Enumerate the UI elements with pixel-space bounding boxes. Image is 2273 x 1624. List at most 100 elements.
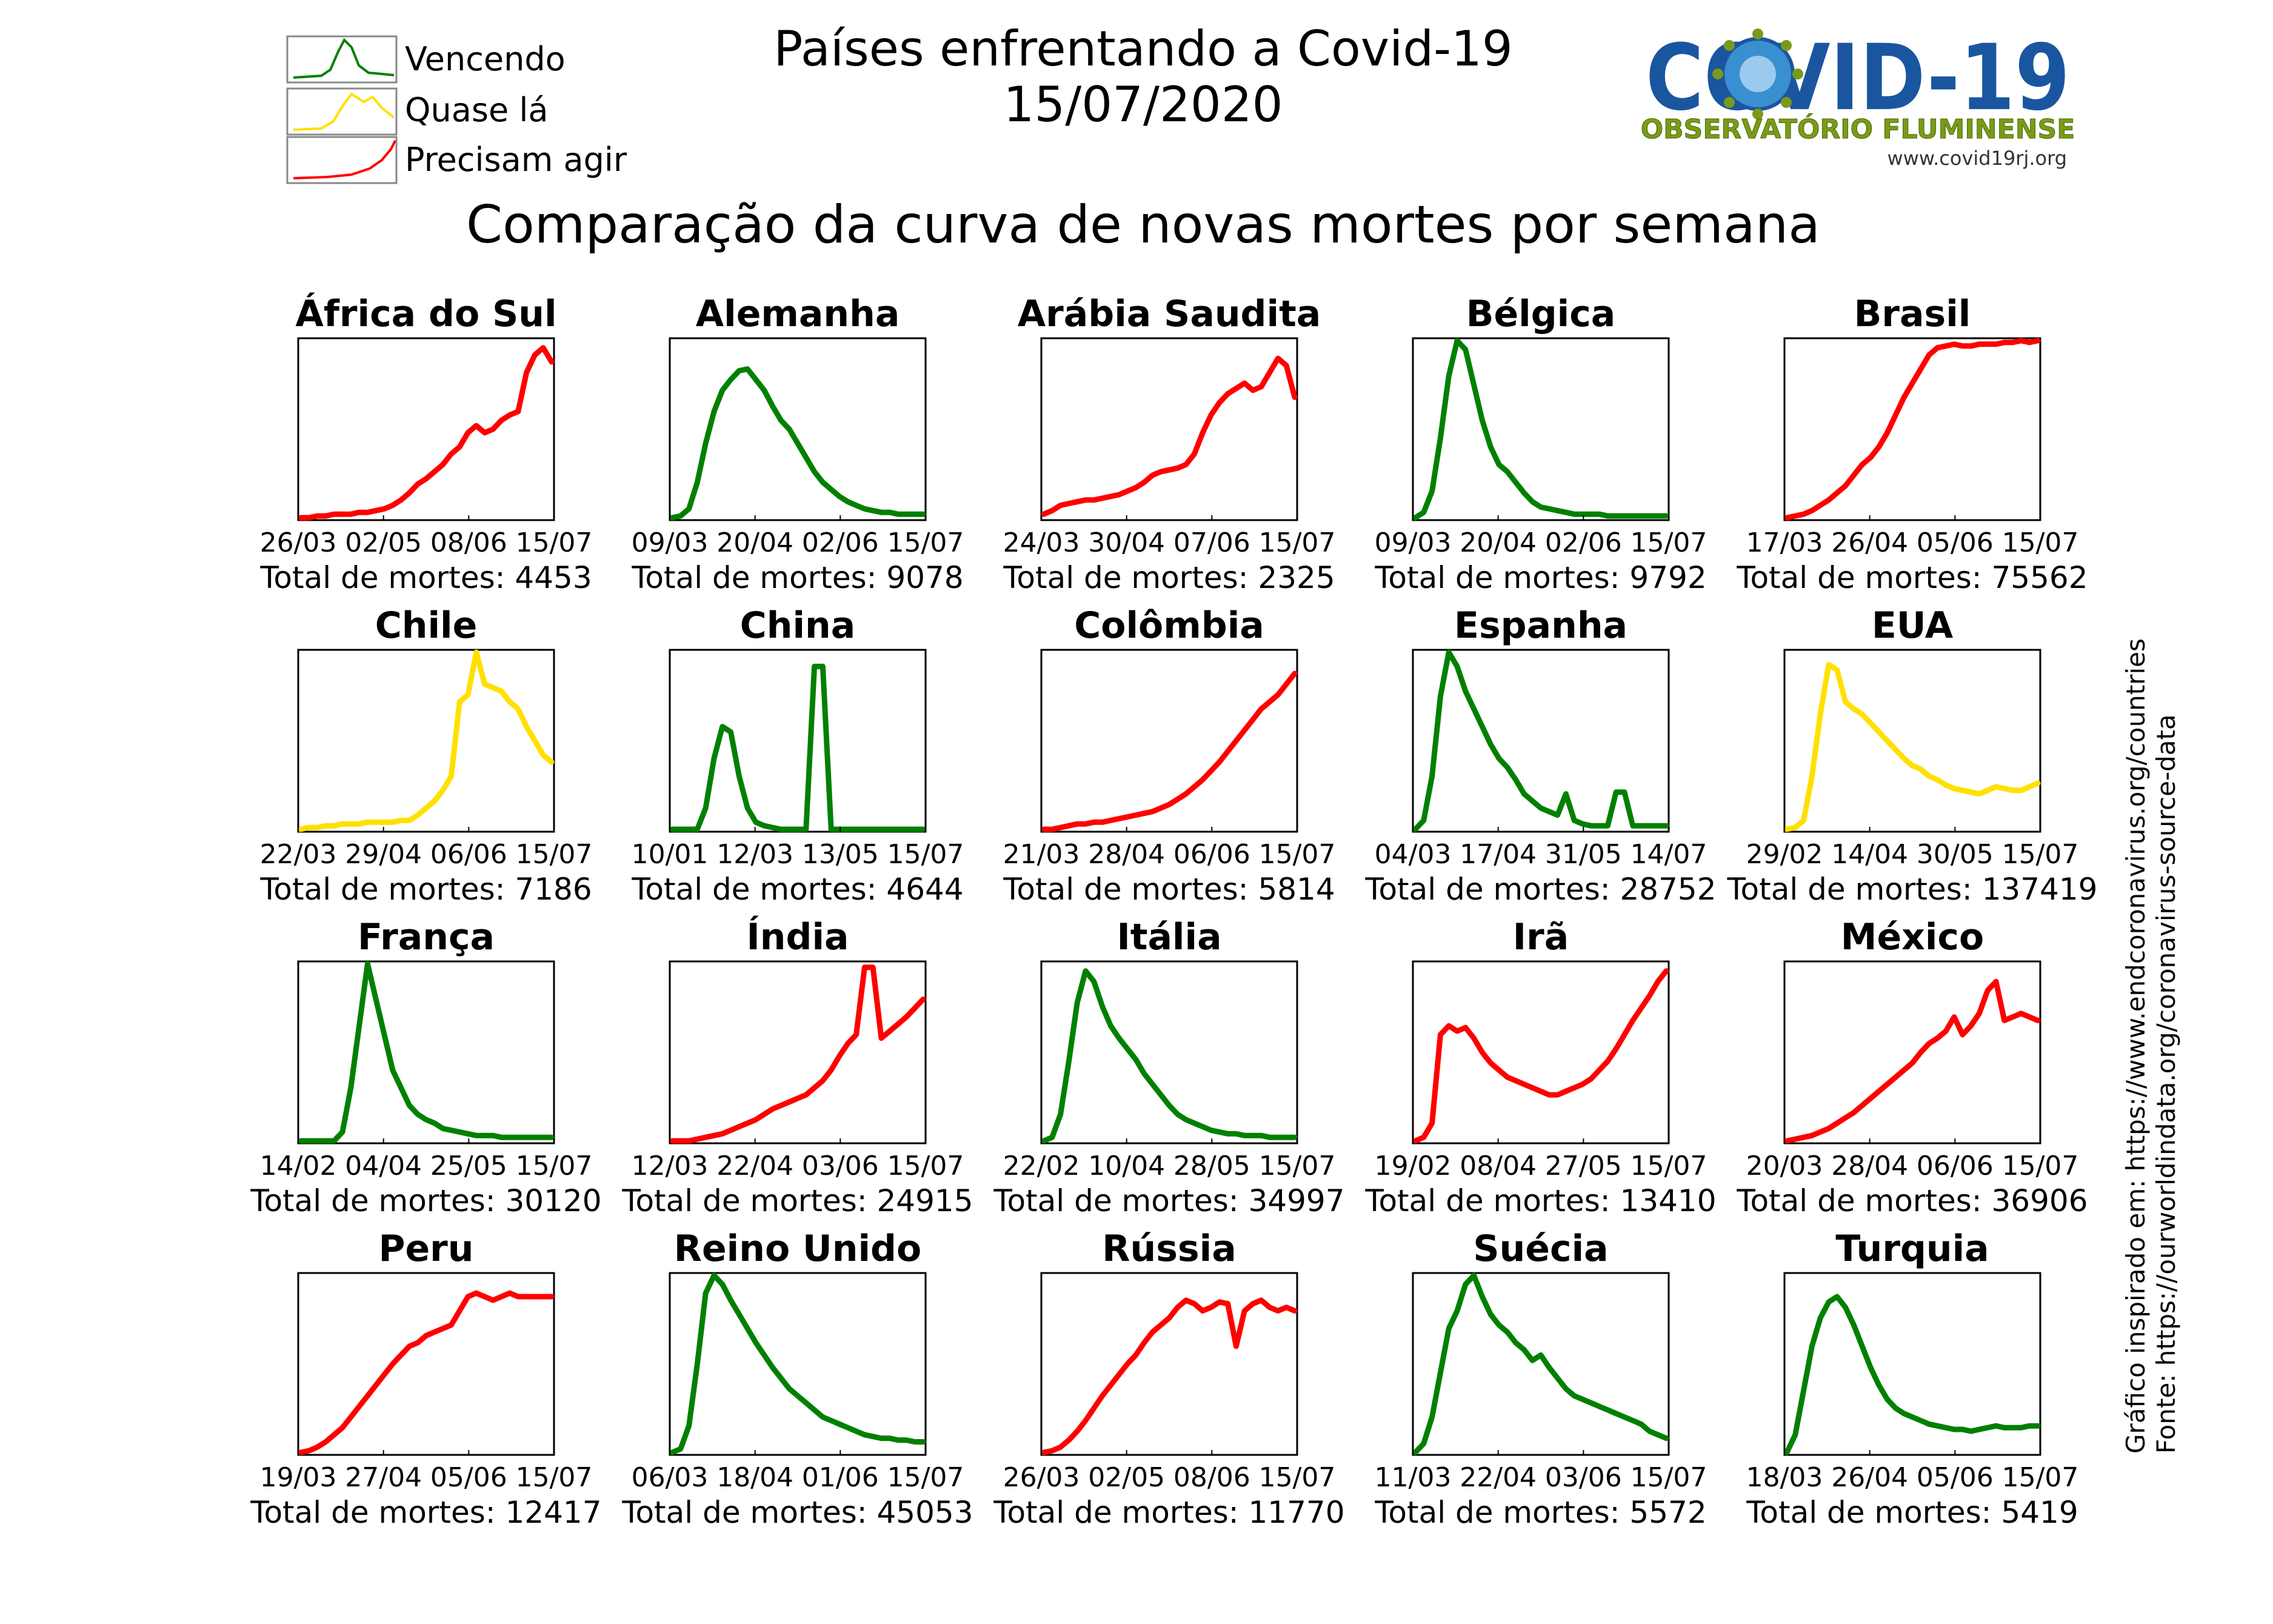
plot-frame	[1412, 1272, 1670, 1456]
total-prefix: Total de mortes:	[250, 1495, 505, 1530]
x-tick-label: 02/05	[1088, 1462, 1165, 1493]
x-tick-label: 01/06	[802, 1462, 879, 1493]
x-tick-label: 24/03	[1003, 527, 1080, 558]
x-tick-label: 15/07	[1259, 839, 1336, 870]
legend-sample-quase-la	[293, 92, 395, 131]
x-tick-label: 04/04	[345, 1151, 422, 1181]
legend: Vencendo Quase lá Precisam agir	[286, 35, 627, 184]
x-tick-label: 06/03	[632, 1462, 709, 1493]
total-deaths-label: Total de mortes: 4644	[631, 872, 963, 907]
total-prefix: Total de mortes:	[1003, 872, 1258, 907]
total-prefix: Total de mortes:	[631, 560, 886, 595]
total-value: 7186	[515, 872, 592, 907]
x-tick-label: 20/04	[1460, 527, 1537, 558]
x-tick-label: 19/03	[260, 1462, 337, 1493]
panel-title: Itália	[1116, 916, 1221, 958]
x-tick-label: 20/04	[716, 527, 793, 558]
side-note-source: Fonte: https://ourworldindata.org/corona…	[2151, 714, 2181, 1454]
total-deaths-label: Total de mortes: 30120	[250, 1183, 601, 1218]
page-title: Países enfrentando a Covid-19	[773, 21, 1513, 77]
x-tick-label: 12/03	[716, 839, 793, 870]
panel-title: Reino Unido	[674, 1228, 921, 1270]
x-tick-label: 05/06	[1917, 527, 1994, 558]
total-value: 9078	[886, 560, 963, 595]
total-prefix: Total de mortes:	[1736, 1183, 1991, 1218]
x-tick-label: 06/06	[1917, 1151, 1994, 1181]
panel-title: Bélgica	[1466, 293, 1616, 335]
x-tick-label: 28/05	[1173, 1151, 1250, 1181]
panel-title: Suécia	[1473, 1228, 1608, 1270]
plot-frame	[1040, 960, 1298, 1144]
covid-logo: COVID-19 OBSERVATÓRIO FLUMINENSE www.cov…	[1640, 25, 2075, 170]
total-prefix: Total de mortes:	[1374, 1495, 1629, 1530]
x-tick-label: 10/04	[1088, 1151, 1165, 1181]
x-tick-label: 30/05	[1917, 839, 1994, 870]
total-prefix: Total de mortes:	[1727, 872, 1982, 907]
legend-box-quase-la	[286, 87, 398, 136]
total-deaths-label: Total de mortes: 5419	[1746, 1495, 2078, 1530]
panel-title: Brasil	[1854, 293, 1971, 335]
plot-frame	[297, 337, 555, 521]
total-deaths-label: Total de mortes: 36906	[1736, 1183, 2088, 1218]
x-tick-label: 26/03	[260, 527, 337, 558]
panel-title: EUA	[1872, 604, 1954, 647]
series-line	[1412, 338, 1669, 521]
x-tick-label: 15/07	[887, 1151, 964, 1181]
panel-title: China	[740, 604, 856, 647]
x-tick-label: 21/03	[1003, 839, 1080, 870]
legend-sample-vencendo	[293, 38, 395, 79]
panel-title: África do Sul	[295, 292, 556, 335]
panel-title: Chile	[375, 604, 478, 647]
x-tick-label: 02/06	[1545, 527, 1622, 558]
total-value: 4453	[515, 560, 592, 595]
panel-title: Irã	[1513, 916, 1569, 958]
series-line	[669, 964, 926, 1144]
x-tick-label: 09/03	[632, 527, 709, 558]
x-tick-label: 17/03	[1746, 527, 1823, 558]
panel-title: Turquia	[1835, 1228, 1989, 1270]
total-value: 2325	[1258, 560, 1335, 595]
total-prefix: Total de mortes:	[250, 1183, 505, 1218]
total-deaths-label: Total de mortes: 9078	[631, 560, 963, 595]
legend-sample-precisam-agir	[293, 140, 396, 179]
total-value: 13410	[1620, 1183, 1717, 1218]
x-tick-label: 06/06	[430, 839, 507, 870]
x-tick-label: 06/06	[1173, 839, 1250, 870]
panel-title: Peru	[379, 1228, 474, 1270]
x-tick-label: 07/06	[1173, 527, 1250, 558]
total-value: 34997	[1249, 1183, 1345, 1218]
x-tick-label: 19/02	[1375, 1151, 1452, 1181]
x-tick-label: 15/07	[2002, 839, 2079, 870]
series-line	[1412, 649, 1669, 832]
x-tick-label: 15/07	[2002, 1462, 2079, 1493]
total-value: 9792	[1629, 560, 1706, 595]
x-tick-label: 15/07	[2002, 527, 2079, 558]
panel-title: Espanha	[1454, 604, 1627, 647]
plot-frame	[1412, 337, 1670, 521]
plot-frame	[1412, 649, 1670, 833]
x-tick-label: 09/03	[1375, 527, 1452, 558]
total-deaths-label: Total de mortes: 75562	[1736, 560, 2088, 595]
virus-icon	[1712, 28, 1803, 119]
total-deaths-label: Total de mortes: 11770	[993, 1495, 1344, 1530]
plot-frame	[1412, 960, 1670, 1144]
total-deaths-label: Total de mortes: 34997	[993, 1183, 1344, 1218]
total-prefix: Total de mortes:	[631, 872, 886, 907]
x-tick-label: 15/07	[1259, 1151, 1336, 1181]
plot-frame	[669, 960, 927, 1144]
total-deaths-label: Total de mortes: 5572	[1374, 1495, 1706, 1530]
total-deaths-label: Total de mortes: 4453	[259, 560, 592, 595]
total-value: 137419	[1982, 872, 2098, 907]
x-tick-label: 02/05	[345, 527, 422, 558]
total-value: 30120	[506, 1183, 602, 1218]
legend-label-vencendo: Vencendo	[405, 40, 566, 78]
x-tick-label: 08/04	[1460, 1151, 1537, 1181]
